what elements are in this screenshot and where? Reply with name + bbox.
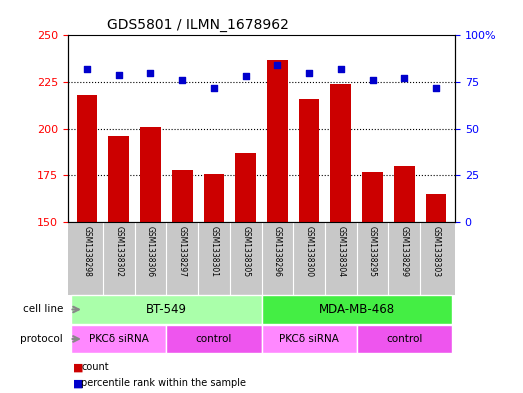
Text: ■: ■ — [73, 362, 84, 373]
Text: GSM1338302: GSM1338302 — [114, 226, 123, 277]
Text: percentile rank within the sample: percentile rank within the sample — [81, 378, 246, 388]
Bar — [71, 325, 166, 353]
Bar — [426, 194, 446, 222]
Point — [305, 70, 313, 76]
Text: PKCδ siRNA: PKCδ siRNA — [89, 334, 149, 344]
Bar — [203, 174, 224, 222]
Text: GSM1338296: GSM1338296 — [273, 226, 282, 277]
Text: GSM1338300: GSM1338300 — [304, 226, 314, 277]
Point — [115, 72, 123, 78]
Text: control: control — [196, 334, 232, 344]
Point — [368, 77, 377, 83]
Text: protocol: protocol — [20, 334, 63, 344]
Point — [432, 84, 440, 91]
Point — [178, 77, 186, 83]
Bar — [331, 84, 351, 222]
Bar — [262, 325, 357, 353]
Text: GSM1338305: GSM1338305 — [241, 226, 250, 277]
Text: count: count — [81, 362, 109, 373]
Bar — [77, 95, 97, 222]
Point — [273, 62, 281, 68]
Text: GSM1338299: GSM1338299 — [400, 226, 409, 277]
Text: MDA-MB-468: MDA-MB-468 — [319, 303, 395, 316]
Text: cell line: cell line — [23, 305, 63, 314]
Text: control: control — [386, 334, 423, 344]
Bar — [262, 296, 452, 324]
Bar — [362, 172, 383, 222]
Bar — [108, 136, 129, 222]
Point — [146, 70, 155, 76]
Point — [400, 75, 408, 81]
Text: ■: ■ — [73, 378, 84, 388]
Text: GSM1338295: GSM1338295 — [368, 226, 377, 277]
Bar — [172, 170, 192, 222]
Text: GSM1338298: GSM1338298 — [83, 226, 92, 277]
Text: GDS5801 / ILMN_1678962: GDS5801 / ILMN_1678962 — [107, 18, 289, 31]
Text: GSM1338303: GSM1338303 — [431, 226, 440, 277]
Bar — [235, 153, 256, 222]
Bar — [299, 99, 320, 222]
Point — [242, 73, 250, 79]
Point — [83, 66, 91, 72]
Bar — [267, 60, 288, 222]
Bar — [140, 127, 161, 222]
Bar — [394, 166, 415, 222]
Bar — [166, 325, 262, 353]
Text: PKCδ siRNA: PKCδ siRNA — [279, 334, 339, 344]
Text: GSM1338304: GSM1338304 — [336, 226, 345, 277]
Point — [337, 66, 345, 72]
Text: GSM1338297: GSM1338297 — [178, 226, 187, 277]
Point — [210, 84, 218, 91]
Text: GSM1338301: GSM1338301 — [209, 226, 219, 277]
Text: BT-549: BT-549 — [146, 303, 187, 316]
Bar — [357, 325, 452, 353]
Bar — [71, 296, 262, 324]
Text: GSM1338306: GSM1338306 — [146, 226, 155, 277]
